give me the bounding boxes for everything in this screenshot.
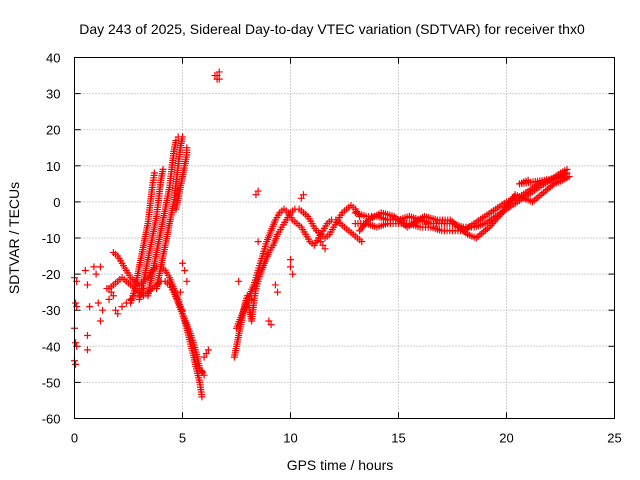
x-tick-label: 25 bbox=[607, 431, 621, 446]
data-point bbox=[319, 241, 327, 249]
x-tick-label: 10 bbox=[283, 431, 297, 446]
data-point bbox=[118, 303, 126, 311]
y-tick-label: 0 bbox=[53, 195, 60, 210]
data-point bbox=[159, 165, 167, 173]
data-point bbox=[254, 238, 262, 246]
data-point bbox=[114, 310, 122, 318]
data-point bbox=[72, 339, 80, 347]
data-point bbox=[181, 266, 189, 274]
data-point bbox=[287, 256, 294, 264]
data-point bbox=[81, 266, 89, 274]
y-tick-label: -50 bbox=[42, 375, 61, 390]
x-tick-label: 0 bbox=[71, 431, 78, 446]
data-point bbox=[321, 245, 329, 253]
data-point bbox=[215, 68, 223, 76]
data-point bbox=[204, 346, 212, 354]
data-point bbox=[487, 221, 495, 229]
data-point bbox=[200, 353, 208, 361]
data-point bbox=[83, 346, 91, 354]
x-axis-label: GPS time / hours bbox=[287, 457, 394, 473]
data-point bbox=[179, 259, 186, 267]
data-point bbox=[200, 371, 208, 379]
data-point bbox=[90, 263, 98, 271]
data-point bbox=[150, 169, 158, 177]
data-point bbox=[176, 288, 184, 296]
data-point bbox=[317, 238, 325, 246]
y-tick-label: -60 bbox=[42, 412, 61, 427]
data-point bbox=[172, 137, 180, 145]
data-point bbox=[358, 238, 366, 246]
data-point bbox=[563, 165, 571, 173]
grid bbox=[74, 57, 615, 419]
y-axis-label: SDTVAR / TECUs bbox=[6, 182, 22, 294]
data-point bbox=[83, 281, 91, 289]
data-point bbox=[267, 321, 275, 329]
tick-labels: 0 5 10 15 20 25 -60 -50 -40 -30 -20 -10 0 10 20 30 40 bbox=[42, 51, 622, 446]
y-tick-label: -30 bbox=[42, 303, 61, 318]
data-point bbox=[198, 393, 206, 401]
plot-frame bbox=[74, 57, 615, 419]
data-point bbox=[235, 277, 243, 285]
data-points bbox=[71, 68, 573, 401]
data-point bbox=[183, 277, 191, 285]
data-point bbox=[289, 270, 297, 278]
data-point bbox=[86, 303, 94, 311]
data-point bbox=[548, 181, 556, 189]
y-tick-label: 10 bbox=[46, 159, 60, 174]
data-point bbox=[72, 299, 80, 307]
data-point bbox=[99, 306, 107, 314]
y-tick-label: -10 bbox=[42, 231, 61, 246]
data-point bbox=[274, 288, 282, 296]
data-point bbox=[299, 191, 307, 199]
data-point bbox=[179, 306, 186, 314]
data-point bbox=[254, 187, 262, 195]
x-tick-label: 15 bbox=[391, 431, 405, 446]
y-tick-label: 20 bbox=[46, 123, 60, 138]
data-point bbox=[198, 368, 206, 376]
y-tick-label: 40 bbox=[46, 51, 60, 66]
data-point bbox=[183, 144, 191, 152]
data-point bbox=[179, 133, 186, 141]
chart-title: Day 243 of 2025, Sidereal Day-to-day VTE… bbox=[79, 21, 585, 37]
data-point bbox=[96, 317, 104, 325]
data-point bbox=[248, 295, 256, 303]
x-tick-label: 20 bbox=[499, 431, 513, 446]
data-point bbox=[72, 360, 80, 368]
data-point bbox=[297, 194, 305, 202]
data-point bbox=[92, 270, 100, 278]
data-point bbox=[202, 350, 210, 358]
data-point bbox=[112, 306, 120, 314]
data-point bbox=[265, 317, 273, 325]
data-point bbox=[252, 191, 260, 199]
data-point bbox=[109, 292, 117, 300]
y-tick-label: -40 bbox=[42, 339, 61, 354]
data-point bbox=[524, 176, 532, 184]
y-tick-label: -20 bbox=[42, 267, 61, 282]
x-tick-label: 5 bbox=[179, 431, 186, 446]
data-point bbox=[105, 295, 113, 303]
data-point bbox=[96, 263, 104, 271]
data-point bbox=[462, 229, 470, 237]
data-point bbox=[94, 299, 102, 307]
data-point bbox=[287, 263, 294, 271]
data-point bbox=[215, 75, 223, 83]
data-point bbox=[83, 331, 91, 339]
y-tick-label: 30 bbox=[46, 87, 60, 102]
data-point bbox=[271, 281, 279, 289]
